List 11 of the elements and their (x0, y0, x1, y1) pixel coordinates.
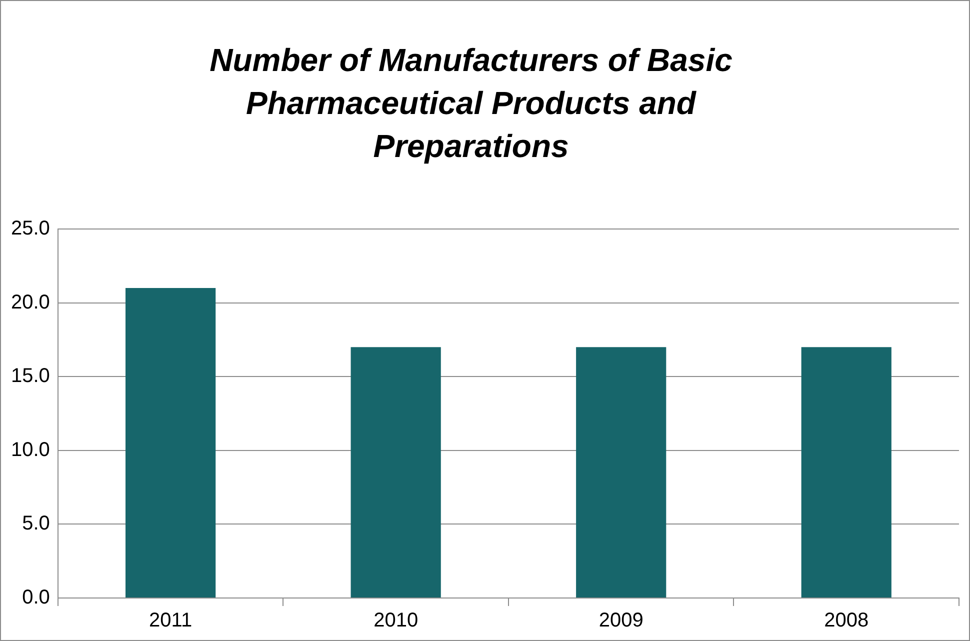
x-tick-label: 2009 (598, 610, 644, 632)
x-tick-label: 2008 (824, 610, 869, 632)
y-tick-label: 10.0 (10, 438, 50, 461)
chart-title: Number of Manufacturers of Basic Pharmaceutical Products and Preparations (208, 41, 734, 166)
y-tick-label: 20.0 (10, 291, 50, 314)
y-tick-label: 0.0 (22, 586, 50, 609)
x-tick-label: 2011 (149, 610, 192, 632)
y-tick-label: 15.0 (10, 365, 50, 388)
y-tick-label: 5.0 (22, 512, 50, 535)
x-tick-label: 2010 (374, 610, 418, 632)
y-tick-label: 25.0 (10, 218, 50, 240)
